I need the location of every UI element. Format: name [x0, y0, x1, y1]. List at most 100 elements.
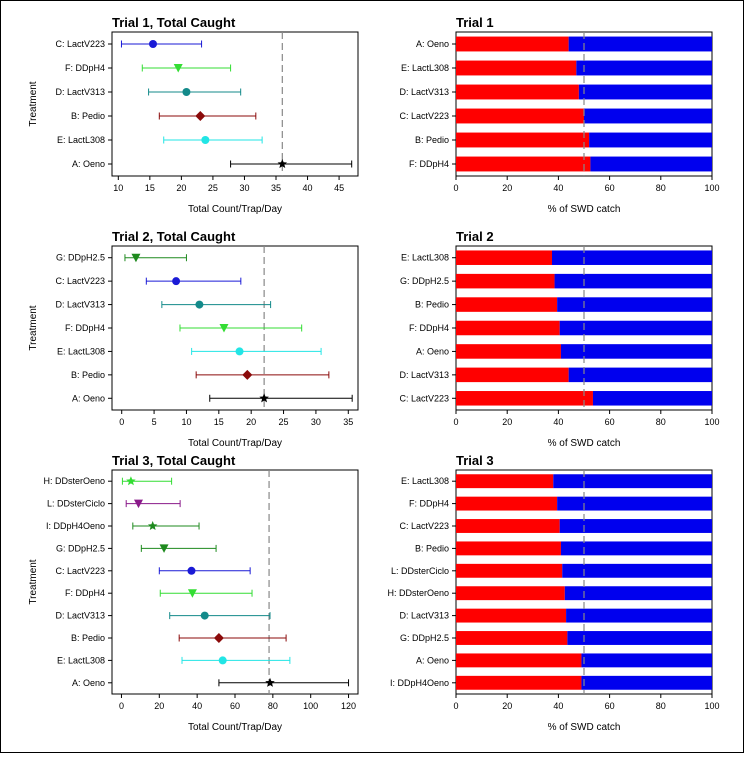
x-tick-label: 0 — [453, 701, 458, 711]
y-tick-label: H: DDsterOeno — [387, 588, 449, 598]
y-tick-label: F: DDpH4 — [409, 159, 449, 169]
bar-segment-red — [456, 496, 558, 511]
x-axis-label: % of SWD catch — [548, 438, 621, 449]
bar-segment-blue — [557, 297, 712, 312]
data-point-star — [259, 393, 269, 403]
data-point-circle — [182, 88, 191, 96]
x-tick-label: 80 — [268, 701, 278, 711]
bar-segment-blue — [590, 156, 712, 172]
data-point-circle — [187, 566, 196, 575]
data-point-circle — [195, 300, 204, 309]
x-tick-label: 20 — [154, 701, 164, 711]
y-tick-label: E: LactL308 — [401, 63, 449, 73]
bar-segment-red — [456, 156, 591, 172]
plot-frame — [111, 31, 359, 177]
bar-segment-blue — [562, 563, 712, 578]
chart-title: Trial 1, Total Caught — [112, 15, 236, 30]
y-tick-label: B: Pedio — [71, 111, 105, 121]
y-tick-label: F: DDpH4 — [409, 323, 449, 333]
bar-segment-blue — [568, 367, 712, 383]
x-tick-label: 40 — [303, 183, 313, 193]
y-tick-label: A: Oeno — [72, 678, 105, 688]
bar-segment-red — [456, 541, 561, 556]
bar-segment-red — [456, 391, 593, 406]
chart-3: Trial 2, Total Caught 0 5 10 15 20 25 30 35 Total… — [28, 229, 359, 449]
y-tick-label: C: LactV223 — [399, 111, 449, 121]
x-tick-label: 60 — [230, 701, 240, 711]
y-tick-label: B: Pedio — [71, 370, 105, 380]
chart-title: Trial 2 — [456, 229, 494, 244]
y-tick-label: L: DDsterCiclo — [47, 499, 105, 509]
x-axis-label: Total Count/Trap/Day — [188, 722, 282, 733]
data-point-diamond — [195, 111, 206, 121]
y-tick-label: A: Oeno — [416, 39, 449, 49]
y-tick-label: A: Oeno — [72, 393, 105, 403]
x-tick-label: 40 — [553, 183, 563, 193]
x-tick-label: 120 — [341, 701, 356, 711]
y-tick-label: C: LactV223 — [55, 276, 105, 286]
y-tick-label: G: DDpH2.5 — [400, 276, 449, 286]
bar-segment-red — [456, 631, 568, 645]
x-tick-label: 0 — [453, 183, 458, 193]
bar-segment-red — [456, 653, 582, 668]
chart-title: Trial 3 — [456, 453, 494, 468]
y-tick-label: B: Pedio — [415, 135, 449, 145]
bar-segment-blue — [581, 675, 712, 690]
y-tick-label: B: Pedio — [415, 543, 449, 553]
y-tick-label: D: LactV313 — [399, 87, 449, 97]
x-axis-label: % of SWD catch — [548, 722, 621, 733]
y-tick-label: H: DDsterOeno — [43, 476, 105, 486]
bar-segment-blue — [578, 84, 712, 100]
x-tick-label: 40 — [553, 417, 563, 427]
y-axis-label: Treatment — [28, 559, 39, 604]
x-tick-label: 80 — [656, 417, 666, 427]
x-tick-label: 40 — [553, 701, 563, 711]
data-point-star — [147, 521, 158, 531]
bar-segment-blue — [552, 250, 712, 265]
y-tick-label: I: DDpH4Oeno — [46, 521, 105, 531]
bar-segment-blue — [559, 320, 712, 336]
bar-segment-blue — [589, 132, 712, 148]
bar-segment-red — [456, 474, 554, 489]
bar-segment-red — [456, 586, 565, 601]
x-tick-label: 40 — [192, 701, 202, 711]
y-tick-label: C: LactV223 — [399, 521, 449, 531]
bar-segment-red — [456, 675, 582, 690]
y-tick-label: D: LactV313 — [55, 611, 105, 621]
bar-segment-red — [456, 132, 590, 148]
bar-segment-blue — [559, 519, 712, 533]
bar-segment-blue — [566, 608, 712, 623]
data-point-diamond — [242, 369, 253, 380]
chart-title: Trial 1 — [456, 15, 494, 30]
x-tick-label: 100 — [303, 701, 318, 711]
data-point-triangle-down — [173, 64, 183, 73]
bar-segment-blue — [557, 496, 712, 511]
data-point-triangle-down — [159, 544, 169, 553]
bar-segment-red — [456, 60, 577, 76]
x-tick-label: 80 — [656, 701, 666, 711]
y-tick-label: E: LactL308 — [401, 253, 449, 263]
bar-segment-blue — [560, 541, 712, 556]
x-tick-label: 30 — [239, 183, 249, 193]
y-tick-label: D: LactV313 — [55, 87, 105, 97]
bar-segment-red — [456, 108, 584, 124]
data-point-triangle-down — [187, 589, 197, 598]
data-point-circle — [201, 136, 210, 144]
chart-title: Trial 3, Total Caught — [112, 453, 236, 468]
bar-segment-blue — [584, 108, 712, 124]
y-tick-label: F: DDpH4 — [65, 63, 105, 73]
y-tick-label: I: DDpH4Oeno — [390, 678, 449, 688]
chart-1: Trial 1, Total Caught 10 15 20 25 30 35 40 45 Tot… — [28, 15, 359, 215]
x-tick-label: 100 — [704, 183, 719, 193]
bar-segment-red — [456, 344, 561, 359]
x-axis-label: Total Count/Trap/Day — [188, 438, 282, 449]
y-axis-label: Treatment — [28, 305, 39, 350]
y-axis-label: Treatment — [28, 81, 39, 126]
bar-segment-blue — [553, 474, 712, 489]
x-tick-label: 60 — [605, 701, 615, 711]
x-tick-label: 100 — [704, 417, 719, 427]
y-tick-label: F: DDpH4 — [65, 323, 105, 333]
y-tick-label: A: Oeno — [416, 346, 449, 356]
x-tick-label: 10 — [113, 183, 123, 193]
